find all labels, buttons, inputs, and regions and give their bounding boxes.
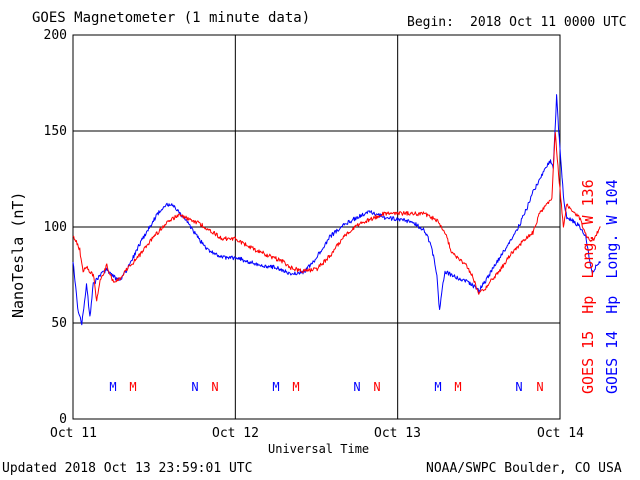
legend-goes14-hp: Hp bbox=[603, 295, 621, 314]
series-line-goes14 bbox=[72, 94, 602, 326]
noon-marker: N bbox=[211, 380, 218, 394]
midnight-marker: M bbox=[272, 380, 279, 394]
noon-marker: N bbox=[353, 380, 360, 394]
midnight-marker: M bbox=[292, 380, 299, 394]
footer-updated: Updated 2018 Oct 13 23:59:01 UTC bbox=[2, 461, 253, 476]
legend-goes15-hp: Hp bbox=[579, 295, 597, 314]
midnight-marker: M bbox=[454, 380, 461, 394]
y-tick-label: 200 bbox=[43, 28, 67, 43]
chart-title: GOES Magnetometer (1 minute data) bbox=[32, 10, 311, 26]
noon-marker: N bbox=[191, 380, 198, 394]
x-tick-label: Oct 13 bbox=[374, 426, 421, 441]
noon-marker: N bbox=[373, 380, 380, 394]
grid bbox=[73, 35, 560, 419]
x-tick-label: Oct 12 bbox=[212, 426, 259, 441]
legend-goes15-long: Long. W 136 bbox=[579, 179, 597, 279]
y-tick-label: 50 bbox=[51, 316, 67, 331]
y-tick-label: 0 bbox=[59, 412, 67, 427]
begin-label: Begin: bbox=[407, 15, 454, 30]
y-tick-label: 150 bbox=[43, 124, 67, 139]
x-tick-label: Oct 11 bbox=[50, 426, 97, 441]
y-tick-label: 100 bbox=[43, 220, 67, 235]
satellite-markers: M N M N M NM N M N M N bbox=[109, 380, 543, 394]
x-axis-label: Universal Time bbox=[268, 442, 370, 456]
y-axis-label: NanoTesla (nT) bbox=[9, 191, 27, 318]
x-tick-label: Oct 14 bbox=[537, 426, 584, 441]
midnight-marker: M bbox=[129, 380, 136, 394]
legend-goes15-sat: GOES 15 bbox=[579, 330, 597, 394]
legend-goes14-long: Long. W 104 bbox=[603, 179, 621, 279]
series-layer bbox=[72, 94, 602, 326]
begin-value: 2018 Oct 11 0000 UTC bbox=[470, 15, 627, 30]
legend-goes14: GOES 14 Hp Long. W 104 bbox=[603, 179, 621, 394]
legend-goes14-sat: GOES 14 bbox=[603, 330, 621, 394]
noon-marker: N bbox=[536, 380, 543, 394]
midnight-marker: M bbox=[434, 380, 441, 394]
footer-credit: NOAA/SWPC Boulder, CO USA bbox=[426, 461, 622, 476]
series-line-goes15 bbox=[72, 132, 601, 302]
noon-marker: N bbox=[515, 380, 522, 394]
legend-goes15: GOES 15 Hp Long. W 136 bbox=[579, 179, 597, 394]
midnight-marker: M bbox=[109, 380, 116, 394]
